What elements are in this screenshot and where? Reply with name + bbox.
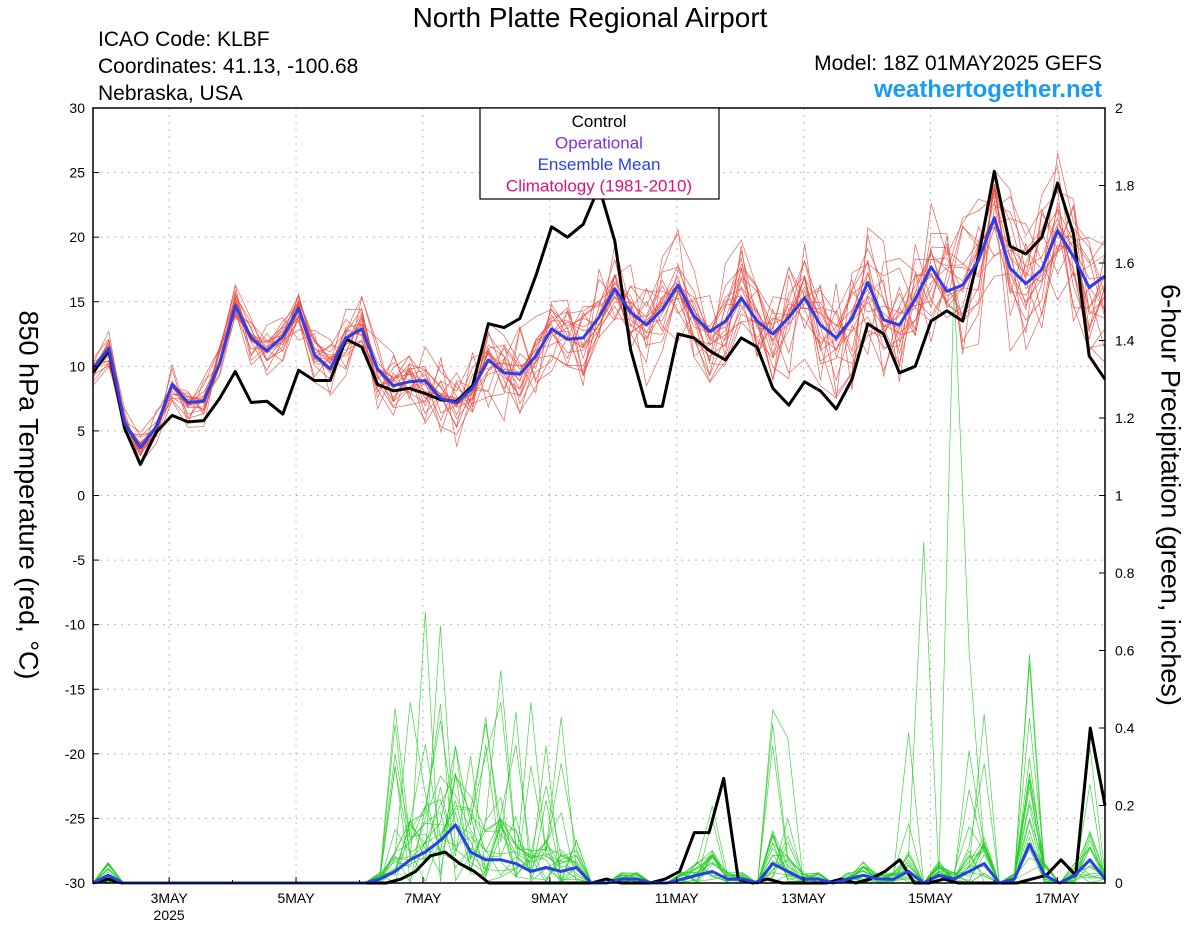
precip-member-line [92, 713, 1106, 884]
y2-tick-label: 1.2 [1115, 410, 1135, 426]
x-tick-year: 2025 [154, 907, 185, 923]
y-tick-label: 15 [69, 294, 85, 310]
site-link[interactable]: weathertogether.net [873, 76, 1102, 103]
temp-member-line [92, 165, 1106, 465]
y2-tick-label: 1 [1115, 488, 1123, 504]
legend-entry: Control [572, 112, 627, 131]
legend-entry: Ensemble Mean [538, 155, 661, 174]
x-tick-label: 13MAY [781, 890, 827, 906]
y-tick-label: 30 [69, 100, 85, 116]
precip-member-line [92, 625, 1106, 884]
axes-ticks: 302520151050-5-10-15-20-25-3021.81.61.41… [65, 100, 1135, 923]
precip-member-line [92, 720, 1106, 884]
y-tick-label: 25 [69, 165, 85, 181]
y-tick-label: -20 [65, 746, 85, 762]
precip-member-line [92, 723, 1106, 884]
coordinates: Coordinates: 41.13, -100.68 [98, 55, 359, 78]
temp-member-line [92, 218, 1106, 435]
legend-box [479, 107, 720, 200]
y2-tick-label: 0.6 [1115, 643, 1135, 659]
legend-entry: Operational [555, 134, 643, 153]
x-tick-label: 7MAY [404, 890, 442, 906]
temp-member-line [92, 192, 1106, 443]
y-tick-label: -25 [65, 810, 85, 826]
y-tick-label: 10 [69, 358, 85, 374]
x-tick-label: 9MAY [531, 890, 569, 906]
precip-member-line [92, 745, 1106, 884]
legend-entry: Climatology (1981-2010) [506, 177, 692, 196]
y-tick-label: -30 [65, 875, 85, 891]
y2-tick-label: 0.2 [1115, 798, 1135, 814]
x-tick-label: 15MAY [908, 890, 954, 906]
precip-member-line [92, 780, 1106, 884]
gridlines [93, 108, 1105, 883]
x-tick-label: 17MAY [1035, 890, 1081, 906]
precip-member-line [92, 744, 1106, 884]
temp-member-line [92, 191, 1106, 465]
control-precip-line [92, 726, 1107, 885]
precip-member-line [92, 779, 1106, 884]
precip-member-line [92, 716, 1106, 884]
ensemble-members-precip [92, 282, 1106, 884]
x-tick-label: 11MAY [655, 890, 699, 906]
y2-tick-label: 0.4 [1115, 720, 1135, 736]
precip-member-line [92, 745, 1106, 884]
mean-temp-line [91, 216, 1106, 450]
y2-tick-label: 0 [1115, 875, 1123, 891]
precip-member-line [92, 663, 1106, 884]
precip-member-line [92, 717, 1106, 884]
y-tick-label: -15 [65, 681, 85, 697]
x-tick-label: 3MAY [151, 890, 189, 906]
icao-code: ICAO Code: KLBF [98, 28, 270, 51]
chart-title: North Platte Regional Airport [412, 2, 768, 33]
y-tick-label: 5 [77, 423, 85, 439]
precip-member-line [92, 708, 1106, 884]
precip-member-line [92, 541, 1106, 884]
precip-member-line [92, 775, 1106, 884]
precip-member-line [92, 670, 1106, 884]
temp-member-line [92, 196, 1106, 444]
y2-tick-label: 0.8 [1115, 565, 1135, 581]
legend: Control Operational Ensemble Mean Climatolo… [479, 107, 720, 200]
y2-tick-label: 1.8 [1115, 178, 1135, 194]
precip-member-line [92, 702, 1106, 884]
x-tick-label: 5MAY [277, 890, 315, 906]
y2-tick-label: 1.6 [1115, 255, 1135, 271]
precip-member-line [92, 282, 1106, 884]
y-tick-label: -5 [73, 552, 86, 568]
y2-tick-label: 2 [1115, 100, 1123, 116]
y-tick-label: -10 [65, 617, 85, 633]
model-run: Model: 18Z 01MAY2025 GEFS [814, 52, 1102, 75]
y-tick-label: 20 [69, 229, 85, 245]
y-tick-label: 0 [77, 488, 85, 504]
region: Nebraska, USA [98, 82, 243, 105]
y2-tick-label: 1.4 [1115, 333, 1135, 349]
precip-member-line [92, 611, 1106, 884]
temp-member-line [92, 185, 1106, 456]
